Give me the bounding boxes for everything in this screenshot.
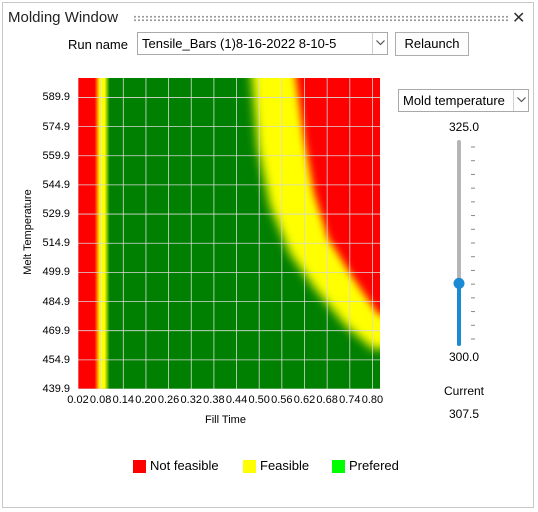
relaunch-button[interactable]: Relaunch <box>395 32 469 56</box>
y-tick-label: 514.9 <box>42 237 70 250</box>
close-icon[interactable]: ✕ <box>512 10 526 27</box>
legend-label: Feasible <box>260 458 310 473</box>
parameter-dropdown-button[interactable] <box>513 90 528 111</box>
legend-swatch-yellow <box>243 460 256 473</box>
y-tick-label: 529.9 <box>42 208 70 221</box>
y-axis-ticks: 589.9 574.9 559.9 544.9 529.9 514.9 499.9 484.9… <box>38 78 70 395</box>
y-tick-label: 484.9 <box>42 295 70 308</box>
x-tick-label: 0.68 <box>316 394 338 406</box>
slider-thumb[interactable] <box>453 277 465 289</box>
parameter-value: Mold temperature <box>403 93 505 108</box>
plot-grid <box>78 78 380 389</box>
x-axis-ticks: 0.02 0.08 0.14 0.20 0.26 0.32 0.38 0.44 0.50 0.56… <box>67 394 384 408</box>
x-tick-label: 0.08 <box>89 394 112 406</box>
parameter-select[interactable]: Mold temperature <box>398 89 529 112</box>
y-tick-label: 589.9 <box>42 91 70 104</box>
x-tick-label: 0.14 <box>112 394 135 406</box>
x-tick-label: 0.80 <box>361 394 384 406</box>
current-label: Current <box>444 384 485 398</box>
run-name-select[interactable]: Tensile_Bars (1)8-16-2022 8-10-5 <box>137 32 388 55</box>
x-tick-label: 0.20 <box>135 394 157 406</box>
run-name-value: Tensile_Bars (1)8-16-2022 8-10-5 <box>142 36 337 51</box>
chevron-down-icon <box>517 97 526 103</box>
x-tick-label: 0.32 <box>180 394 202 406</box>
window-title: Molding Window <box>8 9 119 26</box>
x-tick-label: 0.74 <box>339 394 361 406</box>
y-tick-label: 574.9 <box>42 120 70 133</box>
mold-temperature-slider[interactable] <box>449 140 489 346</box>
legend-label: Prefered <box>349 458 399 473</box>
y-tick-label: 499.9 <box>42 266 70 279</box>
y-tick-label: 454.9 <box>42 353 70 366</box>
x-tick-label: 0.02 <box>67 394 89 406</box>
run-name-label: Run name <box>68 37 128 52</box>
legend-swatch-green <box>332 460 345 473</box>
x-tick-label: 0.26 <box>157 394 180 406</box>
y-axis-title: Melt Temperature <box>22 189 34 275</box>
x-tick-label: 0.56 <box>271 394 293 406</box>
slider-ticks <box>471 146 475 340</box>
run-dropdown-button[interactable] <box>372 33 387 54</box>
legend-label: Not feasible <box>150 458 219 473</box>
molding-window-heatmap <box>78 78 380 389</box>
y-tick-label: 439.9 <box>42 383 70 395</box>
x-tick-label: 0.50 <box>248 394 270 406</box>
y-tick-label: 469.9 <box>42 324 70 337</box>
drag-handle[interactable] <box>133 15 508 22</box>
x-axis-title: Fill Time <box>205 414 246 426</box>
chevron-down-icon <box>376 40 385 46</box>
y-tick-label: 559.9 <box>42 149 70 162</box>
current-value: 307.5 <box>449 407 480 421</box>
x-tick-label: 0.38 <box>203 394 225 406</box>
x-tick-label: 0.44 <box>225 394 248 406</box>
slider-min-label: 300.0 <box>449 350 480 364</box>
legend-swatch-red <box>133 460 146 473</box>
slider-max-label: 325.0 <box>449 120 480 134</box>
x-tick-label: 0.62 <box>293 394 316 406</box>
not-feasible-region <box>295 78 380 315</box>
y-tick-label: 544.9 <box>42 178 70 191</box>
